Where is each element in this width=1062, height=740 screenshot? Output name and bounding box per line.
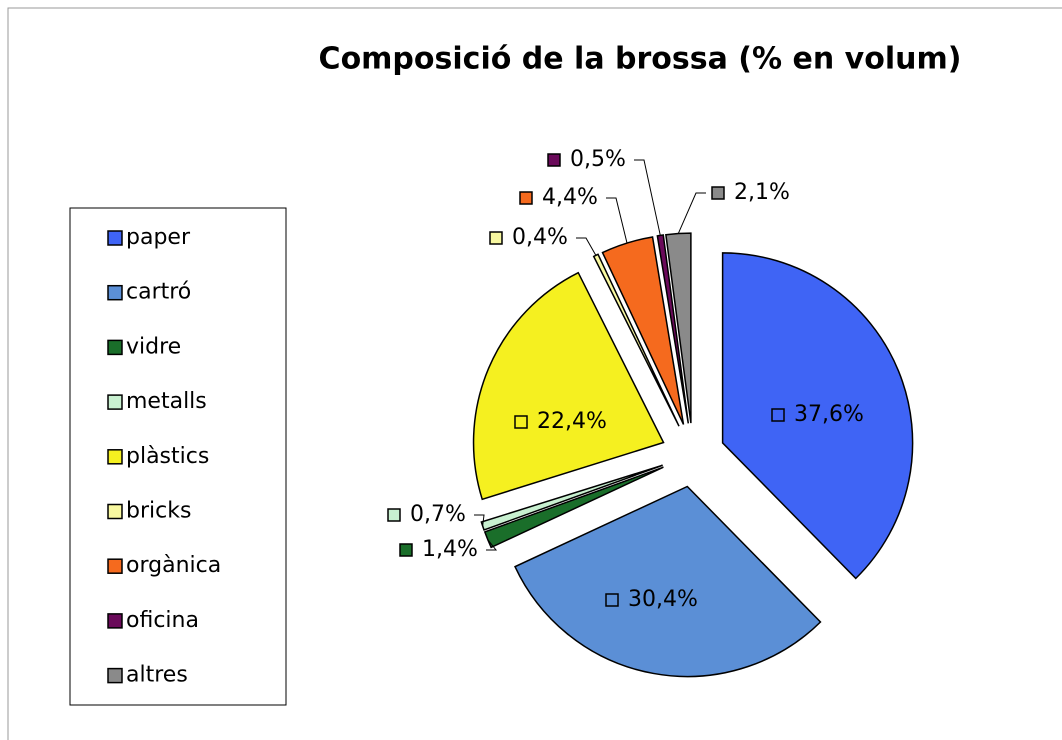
pie-slice bbox=[721, 252, 914, 580]
legend-swatch bbox=[107, 667, 123, 684]
legend-label: altres bbox=[126, 663, 188, 688]
legend-swatch bbox=[107, 284, 123, 301]
legend-label: vidre bbox=[126, 334, 181, 359]
data-label: 22,4% bbox=[537, 409, 607, 434]
legend-label: paper bbox=[126, 225, 191, 250]
data-label: 0,7% bbox=[410, 502, 466, 527]
data-label: 1,4% bbox=[422, 537, 478, 562]
data-label: 4,4% bbox=[542, 185, 598, 210]
data-label: 2,1% bbox=[734, 180, 790, 205]
pie-slice bbox=[472, 271, 665, 501]
data-label: 0,5% bbox=[570, 147, 626, 172]
leader-line bbox=[677, 192, 706, 234]
data-label: 30,4% bbox=[628, 587, 698, 612]
legend-box bbox=[69, 207, 287, 706]
label-key bbox=[605, 593, 619, 607]
legend-swatch bbox=[107, 339, 123, 356]
legend-label: metalls bbox=[126, 389, 207, 414]
legend-swatch bbox=[107, 230, 123, 246]
leader-line bbox=[576, 237, 597, 256]
label-key bbox=[514, 415, 528, 429]
legend-swatch bbox=[107, 394, 123, 410]
pie-slice bbox=[592, 253, 680, 427]
label-key bbox=[771, 408, 785, 422]
pie-slice bbox=[601, 236, 685, 425]
leader-line bbox=[634, 159, 661, 236]
label-key bbox=[387, 508, 401, 522]
legend-swatch bbox=[107, 558, 123, 574]
legend-swatch bbox=[107, 503, 123, 520]
legend-label: orgànica bbox=[126, 553, 221, 578]
legend-label: bricks bbox=[126, 499, 191, 524]
legend-label: oficina bbox=[126, 608, 199, 633]
frame bbox=[7, 7, 1062, 740]
legend-label: cartró bbox=[126, 280, 191, 305]
label-key bbox=[547, 153, 561, 167]
leader-line bbox=[606, 197, 628, 244]
legend-label: plàstics bbox=[126, 444, 209, 469]
pie-slice bbox=[665, 232, 692, 424]
leader-line bbox=[474, 514, 485, 527]
label-key bbox=[489, 231, 503, 245]
data-label: 0,4% bbox=[512, 225, 568, 250]
leader-line bbox=[486, 539, 498, 551]
legend-swatch bbox=[107, 449, 123, 465]
label-key bbox=[519, 191, 533, 205]
label-key bbox=[711, 186, 725, 200]
pie-slice bbox=[656, 234, 690, 424]
pie-slice bbox=[514, 485, 822, 678]
data-label: 37,6% bbox=[794, 402, 864, 427]
legend-swatch bbox=[107, 613, 123, 629]
chart-title: Composició de la brossa (% en volum) bbox=[319, 42, 962, 77]
label-key bbox=[399, 543, 413, 557]
